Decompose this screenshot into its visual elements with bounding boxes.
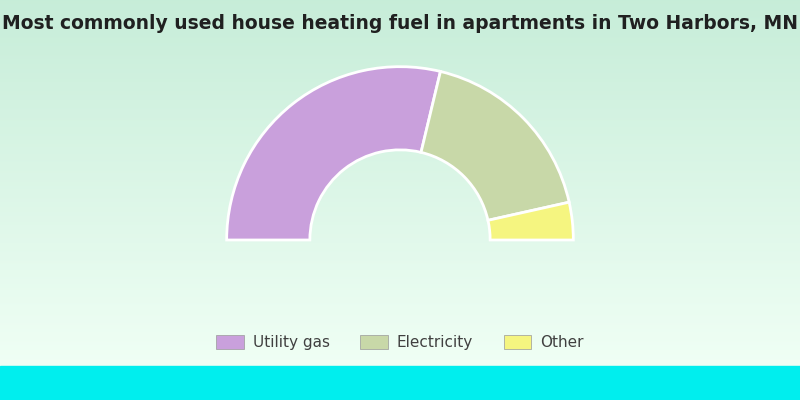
Legend: Utility gas, Electricity, Other: Utility gas, Electricity, Other bbox=[210, 329, 590, 356]
Bar bbox=[0, 366, 800, 400]
Text: Most commonly used house heating fuel in apartments in Two Harbors, MN: Most commonly used house heating fuel in… bbox=[2, 14, 798, 33]
Wedge shape bbox=[421, 72, 569, 220]
Wedge shape bbox=[488, 202, 574, 240]
Wedge shape bbox=[226, 67, 441, 240]
